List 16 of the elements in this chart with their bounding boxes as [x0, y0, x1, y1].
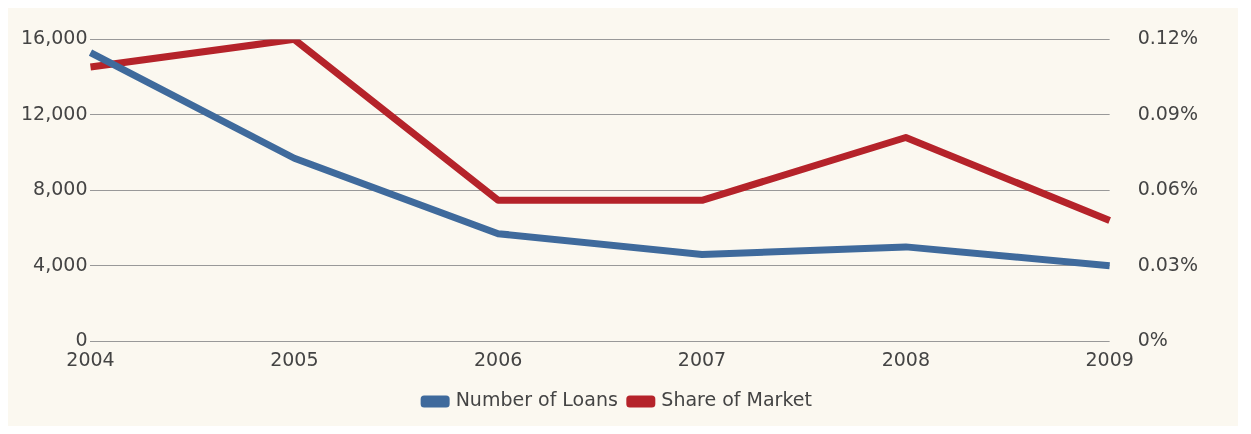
y2-tick-label: 0.06% — [1137, 177, 1198, 200]
y2-tick-label: 0.09% — [1137, 101, 1198, 124]
y-tick-label: 8,000 — [33, 177, 88, 200]
y2-tick-label: 0% — [1137, 328, 1168, 351]
legend-label: Share of Market — [661, 388, 812, 411]
y-tick-label: 12,000 — [21, 101, 88, 124]
y-tick-label: 16,000 — [21, 26, 88, 49]
x-tick-label: 2009 — [1085, 347, 1134, 370]
x-tick-label: 2007 — [677, 347, 727, 370]
legend-label: Number of Loans — [455, 388, 618, 411]
x-tick-label: 2008 — [881, 347, 930, 370]
x-tick-label: 2006 — [473, 347, 523, 370]
y-tick-label: 4,000 — [33, 252, 88, 275]
x-tick-label: 2005 — [270, 347, 319, 370]
y2-tick-label: 0.12% — [1137, 26, 1198, 49]
y2-tick-label: 0.03% — [1137, 252, 1198, 275]
